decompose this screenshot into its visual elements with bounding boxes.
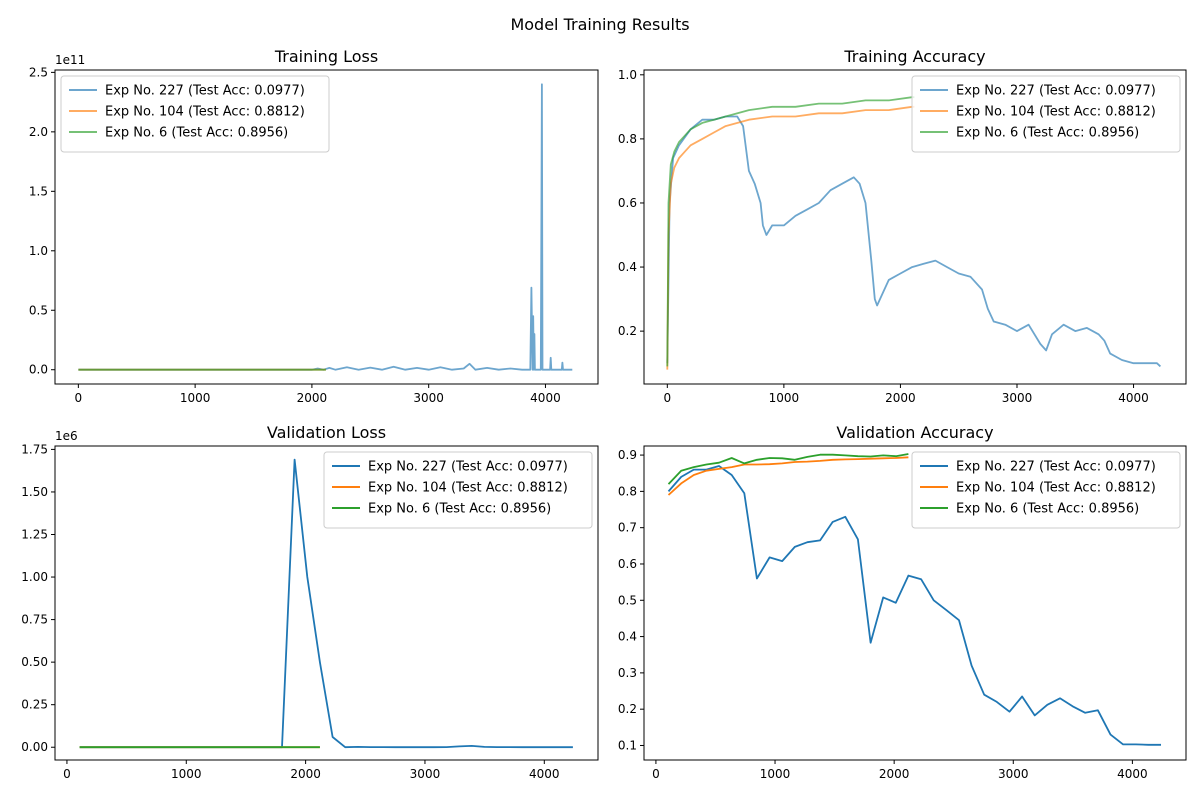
subplot-val-loss: Validation Loss 0 1000 2000 3000 4000 0.00 0.25… [21, 423, 599, 781]
series-group [667, 453, 1161, 746]
subplot-train-loss: Training Loss 0 1000 2000 3000 4000 0.0 0.5 1.0 1… [29, 47, 599, 405]
legend-label: Exp No. 6 (Test Acc: 0.8956) [105, 126, 288, 141]
legend-box [911, 75, 1181, 153]
x-tick-label: 4000 [1118, 391, 1149, 405]
series-line-exp6 [666, 96, 915, 367]
y-tick-label: 0.3 [618, 666, 637, 680]
y-tick-label: 1.25 [21, 527, 48, 541]
y-tick-label: 2.5 [29, 65, 48, 79]
legend: Exp No. 227 (Test Acc: 0.0977) Exp No. 10… [323, 451, 593, 529]
series-line-exp227 [667, 465, 1161, 746]
x-tick-label: 3000 [410, 767, 441, 781]
subplot-title: Validation Accuracy [836, 423, 993, 442]
y-tick-label: 0.2 [618, 324, 637, 338]
x-tick-label: 2000 [290, 767, 321, 781]
y-tick-label: 0.7 [618, 521, 637, 535]
subplot-title: Training Loss [274, 47, 378, 66]
y-tick-label: 0.75 [21, 613, 48, 627]
subplot-title: Validation Loss [267, 423, 386, 442]
series-line-exp227 [666, 115, 1162, 368]
x-tick-label: 2000 [297, 391, 328, 405]
legend-label: Exp No. 227 (Test Acc: 0.0977) [105, 84, 305, 99]
y-tick-label: 0.4 [618, 260, 637, 274]
y-tick-label: 0.00 [21, 740, 48, 754]
y-tick-label: 0.25 [21, 698, 48, 712]
series-group [78, 83, 573, 371]
y-tick-label: 1.75 [21, 442, 48, 456]
x-tick-label: 4000 [530, 391, 561, 405]
series-group [666, 96, 1162, 370]
y-tick-label: 1.50 [21, 485, 48, 499]
x-tick-label: 3000 [1002, 391, 1033, 405]
y-tick-label: 0.4 [618, 630, 637, 644]
x-tick-label: 0 [663, 391, 671, 405]
x-tick-label: 2000 [885, 391, 916, 405]
y-tick-label: 1.0 [29, 244, 48, 258]
legend-box [323, 451, 593, 529]
legend-label: Exp No. 6 (Test Acc: 0.8956) [368, 502, 551, 517]
y-tick-label: 0.50 [21, 655, 48, 669]
y-tick-label: 0.6 [618, 196, 637, 210]
axis-offset-label: 1e6 [55, 429, 78, 443]
x-tick-label: 3000 [998, 767, 1029, 781]
y-tick-label: 0.0 [29, 363, 48, 377]
x-tick-label: 4000 [1117, 767, 1148, 781]
legend-label: Exp No. 104 (Test Acc: 0.8812) [956, 481, 1156, 496]
series-line-exp104 [667, 456, 909, 496]
y-tick-label: 0.5 [618, 593, 637, 607]
series-line-exp6 [667, 453, 909, 485]
legend-label: Exp No. 227 (Test Acc: 0.0977) [368, 460, 568, 475]
subplot-title: Training Accuracy [843, 47, 985, 66]
y-tick-label: 0.6 [618, 557, 637, 571]
y-tick-label: 0.5 [29, 303, 48, 317]
x-tick-label: 1000 [180, 391, 211, 405]
legend: Exp No. 227 (Test Acc: 0.0977) Exp No. 10… [60, 75, 330, 153]
y-tick-label: 0.8 [618, 132, 637, 146]
y-tick-label: 2.0 [29, 125, 48, 139]
legend-label: Exp No. 6 (Test Acc: 0.8956) [956, 502, 1139, 517]
subplot-train-acc: Training Accuracy 0 1000 2000 3000 4000 0.2 0.4… [618, 47, 1187, 405]
x-tick-label: 1000 [769, 391, 800, 405]
figure-title: Model Training Results [510, 15, 689, 34]
y-tick-label: 1.5 [29, 184, 48, 198]
x-tick-label: 1000 [760, 767, 791, 781]
legend-label: Exp No. 104 (Test Acc: 0.8812) [956, 105, 1156, 120]
y-tick-label: 0.2 [618, 702, 637, 716]
legend: Exp No. 227 (Test Acc: 0.0977) Exp No. 10… [911, 75, 1181, 153]
subplot-val-acc: Validation Accuracy 0 1000 2000 3000 4000 0.1 0… [618, 423, 1187, 781]
series-line-exp227 [78, 83, 573, 371]
x-tick-label: 0 [75, 391, 83, 405]
y-tick-label: 0.8 [618, 484, 637, 498]
legend: Exp No. 227 (Test Acc: 0.0977) Exp No. 10… [911, 451, 1181, 529]
y-tick-label: 1.0 [618, 68, 637, 82]
y-tick-label: 1.00 [21, 570, 48, 584]
legend-label: Exp No. 6 (Test Acc: 0.8956) [956, 126, 1139, 141]
legend-label: Exp No. 227 (Test Acc: 0.0977) [956, 84, 1156, 99]
y-tick-label: 0.1 [618, 738, 637, 752]
x-tick-label: 2000 [879, 767, 910, 781]
legend-label: Exp No. 104 (Test Acc: 0.8812) [105, 105, 305, 120]
x-tick-label: 0 [63, 767, 71, 781]
y-tick-label: 0.9 [618, 448, 637, 462]
x-tick-label: 4000 [529, 767, 560, 781]
legend-label: Exp No. 104 (Test Acc: 0.8812) [368, 481, 568, 496]
legend-box [911, 451, 1181, 529]
x-tick-label: 1000 [171, 767, 202, 781]
series-group [79, 458, 573, 749]
x-tick-label: 0 [652, 767, 660, 781]
series-line-exp104 [666, 105, 915, 370]
axis-offset-label: 1e11 [55, 53, 85, 67]
x-tick-label: 3000 [413, 391, 444, 405]
legend-label: Exp No. 227 (Test Acc: 0.0977) [956, 460, 1156, 475]
legend-box [60, 75, 330, 153]
